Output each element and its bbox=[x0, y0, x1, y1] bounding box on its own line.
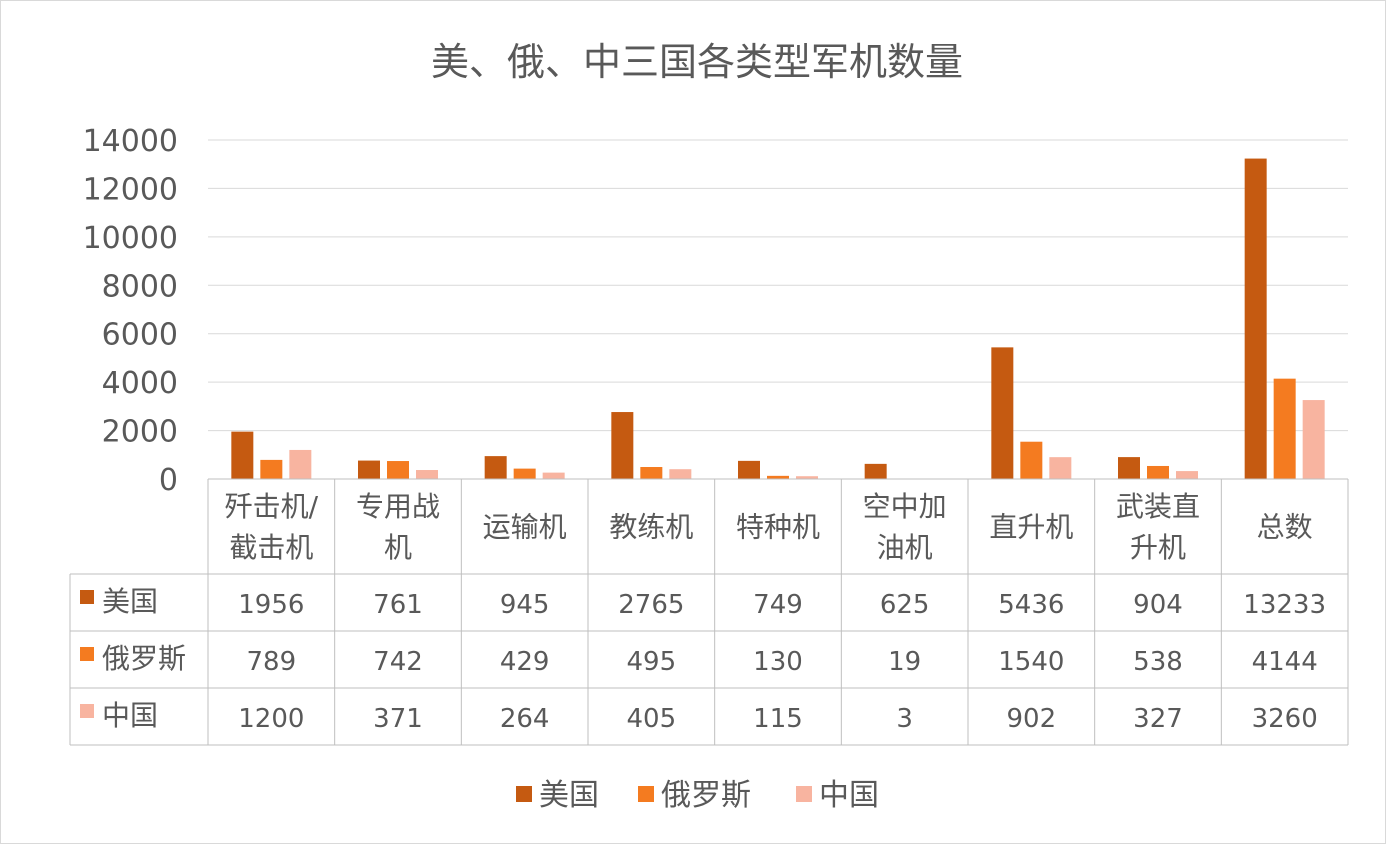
y-tick-label: 8000 bbox=[102, 269, 178, 304]
y-tick-label: 10000 bbox=[83, 221, 178, 256]
table-cell-value: 1956 bbox=[238, 590, 304, 620]
category-label: 教练机 bbox=[609, 511, 693, 544]
table-cell-value: 5436 bbox=[998, 590, 1064, 620]
table-cell-value: 1540 bbox=[998, 647, 1064, 677]
bar-2-9 bbox=[1273, 378, 1296, 479]
y-axis: 0 2000 4000 6000 8000 10000 12000 14000 bbox=[83, 124, 178, 498]
bar-2-8 bbox=[1147, 465, 1169, 479]
table-cell-value: 405 bbox=[627, 704, 677, 734]
table-cell-value: 4144 bbox=[1252, 647, 1318, 677]
table-cell-value: 904 bbox=[1133, 590, 1183, 620]
table-cell-value: 19 bbox=[888, 647, 921, 677]
table-series-name: 俄罗斯 bbox=[102, 642, 186, 675]
bar-3-3 bbox=[542, 472, 565, 479]
table-cell-value: 945 bbox=[500, 590, 550, 620]
table-cell-value: 742 bbox=[373, 647, 423, 677]
y-tick-label: 0 bbox=[159, 463, 178, 498]
table-cell-value: 327 bbox=[1133, 704, 1183, 734]
bar-2-7 bbox=[1020, 441, 1043, 479]
chart-title: 美、俄、中三国各类型军机数量 bbox=[431, 40, 963, 84]
category-label: 空中加 bbox=[863, 490, 947, 523]
bar-1-4 bbox=[611, 412, 634, 479]
table-cell-value: 3260 bbox=[1252, 704, 1318, 734]
category-label: 专用战 bbox=[356, 490, 440, 523]
table-cell-value: 538 bbox=[1133, 647, 1183, 677]
bar-3-4 bbox=[669, 469, 692, 479]
table-cell-value: 371 bbox=[373, 704, 423, 734]
table-cell-value: 3 bbox=[896, 704, 913, 734]
y-tick-label: 12000 bbox=[83, 172, 178, 207]
bars bbox=[231, 158, 1325, 479]
y-tick-label: 2000 bbox=[102, 415, 178, 450]
bar-1-9 bbox=[1244, 158, 1267, 479]
bar-2-5 bbox=[767, 475, 789, 479]
legend-label: 美国 bbox=[539, 778, 599, 813]
y-tick-label: 4000 bbox=[102, 366, 178, 401]
bar-1-5 bbox=[738, 460, 760, 479]
legend-key bbox=[516, 786, 532, 802]
bar-3-7 bbox=[1049, 457, 1072, 479]
bar-3-2 bbox=[416, 470, 438, 479]
bar-1-1 bbox=[231, 431, 254, 479]
legend-label: 中国 bbox=[819, 778, 879, 813]
y-tick-label: 14000 bbox=[83, 124, 178, 159]
table-cell-value: 130 bbox=[753, 647, 803, 677]
category-label: 直升机 bbox=[989, 511, 1073, 544]
legend-label: 俄罗斯 bbox=[661, 778, 751, 813]
table-cell-value: 115 bbox=[753, 704, 803, 734]
legend: 美国 俄罗斯 中国 bbox=[516, 778, 879, 813]
table-cell-value: 264 bbox=[500, 704, 550, 734]
table-cell-value: 2765 bbox=[618, 590, 684, 620]
table-cell-value: 1200 bbox=[238, 704, 304, 734]
bar-2-4 bbox=[640, 467, 663, 479]
table-cell-value: 625 bbox=[880, 590, 930, 620]
bar-1-6 bbox=[864, 463, 887, 479]
category-label: 升机 bbox=[1130, 531, 1186, 564]
bar-1-2 bbox=[358, 460, 380, 479]
bar-1-3 bbox=[484, 456, 507, 479]
bar-3-1 bbox=[289, 449, 312, 479]
gridlines bbox=[208, 139, 1348, 480]
table-cell-value: 749 bbox=[753, 590, 803, 620]
bar-1-7 bbox=[991, 347, 1014, 479]
category-label: 歼击机/ bbox=[225, 490, 319, 523]
table-legend-key bbox=[80, 590, 94, 604]
category-label: 机 bbox=[384, 531, 412, 564]
bar-3-5 bbox=[796, 476, 818, 479]
category-label: 运输机 bbox=[483, 511, 567, 544]
category-label: 截击机 bbox=[229, 531, 313, 564]
table-series-name: 中国 bbox=[102, 699, 158, 732]
bar-1-8 bbox=[1118, 457, 1140, 479]
bar-3-8 bbox=[1176, 471, 1198, 479]
table-legend-key bbox=[80, 647, 94, 661]
bar-2-2 bbox=[387, 461, 409, 479]
table-cell-value: 495 bbox=[627, 647, 677, 677]
table-cell-value: 789 bbox=[247, 647, 297, 677]
category-label: 武装直 bbox=[1116, 490, 1200, 523]
table-cell-value: 902 bbox=[1007, 704, 1057, 734]
category-label: 油机 bbox=[877, 531, 933, 564]
table-cell-value: 13233 bbox=[1243, 590, 1326, 620]
table-cell-value: 761 bbox=[373, 590, 423, 620]
y-tick-label: 6000 bbox=[102, 318, 178, 353]
legend-key bbox=[638, 786, 654, 802]
legend-key bbox=[796, 786, 812, 802]
table-cell-value: 429 bbox=[500, 647, 550, 677]
table-series-name: 美国 bbox=[102, 585, 158, 618]
bar-2-1 bbox=[260, 459, 283, 479]
category-label: 总数 bbox=[1257, 511, 1313, 544]
table-legend-key bbox=[80, 704, 94, 718]
bar-3-9 bbox=[1302, 400, 1325, 479]
category-label: 特种机 bbox=[736, 511, 820, 544]
bar-2-3 bbox=[513, 468, 536, 479]
